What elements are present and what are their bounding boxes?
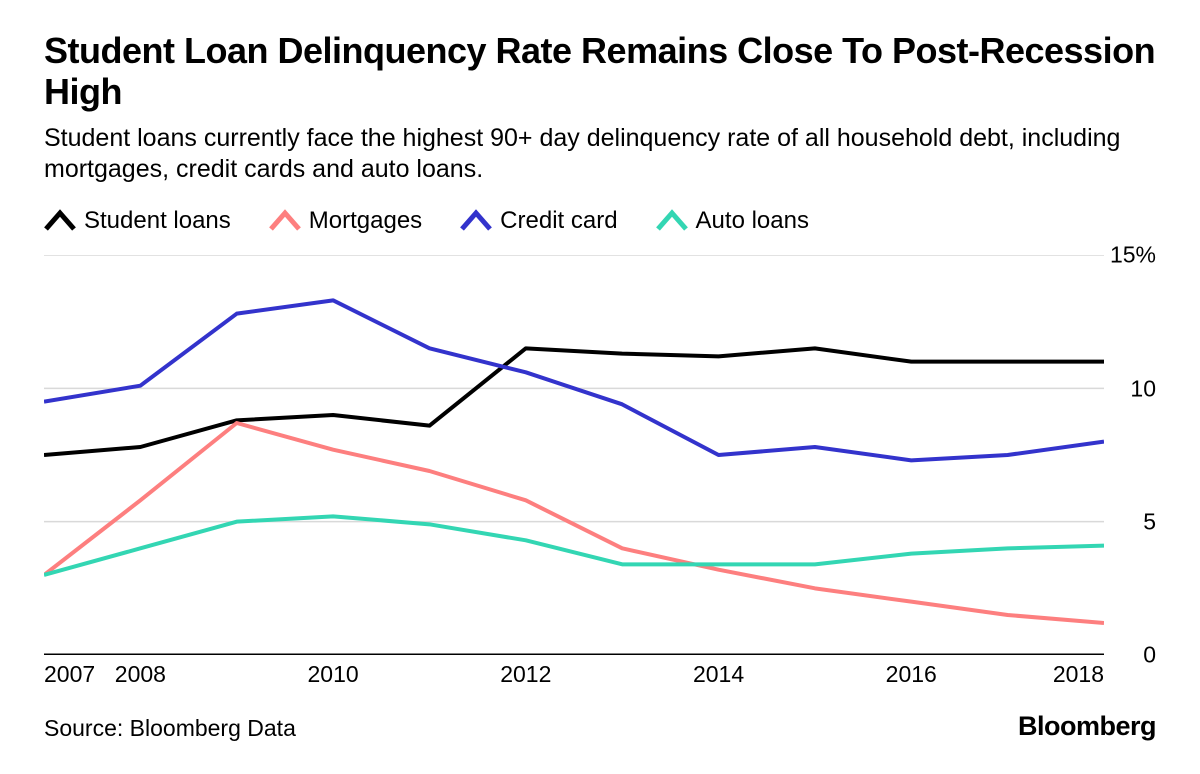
legend-item: Auto loans xyxy=(656,207,809,235)
line-chart: 15%1050 xyxy=(44,255,1156,655)
legend-label: Credit card xyxy=(500,207,617,235)
legend-swatch-icon xyxy=(460,209,492,233)
legend-label: Auto loans xyxy=(696,207,809,235)
chart-title: Student Loan Delinquency Rate Remains Cl… xyxy=(44,30,1156,113)
y-axis-label: 0 xyxy=(1143,642,1156,669)
x-axis-label: 2007 xyxy=(44,661,95,688)
x-axis-label: 2014 xyxy=(693,661,744,688)
x-axis-label: 2012 xyxy=(500,661,551,688)
source-text: Source: Bloomberg Data xyxy=(44,715,296,742)
legend-label: Student loans xyxy=(84,207,231,235)
legend-swatch-icon xyxy=(656,209,688,233)
x-axis-label: 2008 xyxy=(115,661,166,688)
legend-swatch-icon xyxy=(44,209,76,233)
x-axis-label: 2016 xyxy=(886,661,937,688)
legend-swatch-icon xyxy=(269,209,301,233)
legend-item: Credit card xyxy=(460,207,617,235)
legend-item: Mortgages xyxy=(269,207,422,235)
legend: Student loans Mortgages Credit card Auto lo… xyxy=(44,207,1156,235)
bloomberg-logo: Bloomberg xyxy=(1018,711,1156,742)
y-axis-label: 10 xyxy=(1130,375,1156,402)
legend-label: Mortgages xyxy=(309,207,422,235)
chart-subtitle: Student loans currently face the highest… xyxy=(44,123,1156,186)
y-axis-label: 5 xyxy=(1143,508,1156,535)
x-axis-labels: 2007 2008 2010 2012 2014 2016 2018 xyxy=(44,661,1104,697)
y-axis-label: 15% xyxy=(1110,242,1156,269)
legend-item: Student loans xyxy=(44,207,231,235)
x-axis-label: 2010 xyxy=(307,661,358,688)
x-axis-label: 2018 xyxy=(1053,661,1104,688)
